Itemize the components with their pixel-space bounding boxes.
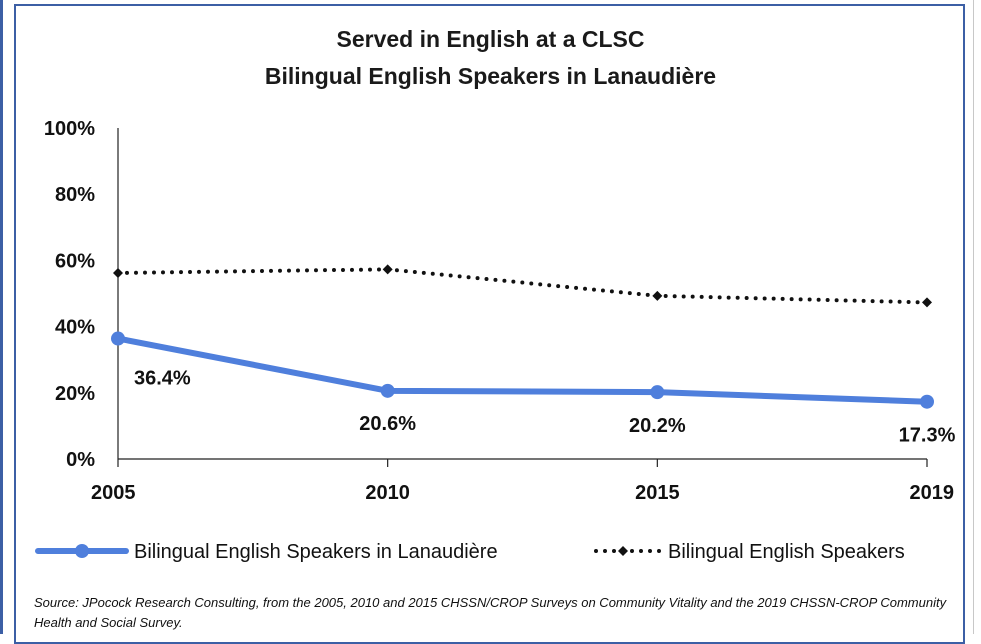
series-line-lanaudiere [115, 335, 930, 405]
marker-lanaudiere [920, 394, 934, 409]
marker-bilingual-english-speakers [382, 264, 393, 275]
x-tick-label: 2005 [91, 482, 136, 504]
legend-marker-bilingual-english-speakers [618, 546, 628, 556]
marker-bilingual-english-speakers [922, 297, 932, 308]
x-tick-label: 2010 [365, 482, 410, 504]
source-note: Source: JPocock Research Consulting, fro… [34, 595, 947, 630]
scrollbar-edge [973, 0, 981, 634]
y-tick-label: 100% [44, 118, 95, 140]
chart-subtitle: Bilingual English Speakers in Lanaudière [264, 63, 717, 89]
legend-label-bilingual-english-speakers: Bilingual English Speakers [668, 541, 905, 563]
data-label: 36.4% [134, 368, 191, 390]
chart-title: Served in English at a CLSC [336, 26, 645, 52]
legend-label-lanaudiere: Bilingual English Speakers in Lanaudière [134, 541, 498, 563]
marker-bilingual-english-speakers [652, 290, 663, 301]
marker-lanaudiere [650, 385, 665, 400]
x-tick-label: 2015 [635, 482, 680, 504]
window-edge [0, 0, 3, 634]
marker-lanaudiere [111, 331, 125, 346]
y-tick-label: 60% [55, 250, 95, 272]
y-tick-label: 80% [55, 184, 95, 206]
x-tick-label: 2019 [910, 482, 955, 504]
legend-marker-lanaudiere [75, 544, 89, 558]
marker-bilingual-english-speakers [113, 267, 123, 278]
y-tick-label: 20% [55, 383, 95, 405]
y-tick-label: 0% [66, 449, 95, 471]
data-label: 20.6% [359, 413, 416, 435]
chart-frame [14, 4, 965, 644]
marker-lanaudiere [380, 383, 395, 398]
data-label: 17.3% [899, 425, 956, 447]
y-tick-label: 40% [55, 317, 95, 339]
data-label: 20.2% [629, 415, 686, 437]
series-line-bilingual-english-speakers [116, 267, 929, 305]
